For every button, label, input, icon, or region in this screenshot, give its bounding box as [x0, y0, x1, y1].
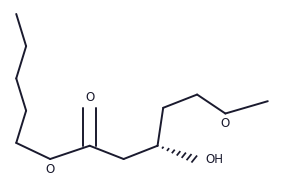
Text: O: O	[85, 91, 94, 104]
Text: O: O	[45, 163, 55, 176]
Text: OH: OH	[206, 153, 224, 166]
Text: O: O	[221, 117, 230, 130]
